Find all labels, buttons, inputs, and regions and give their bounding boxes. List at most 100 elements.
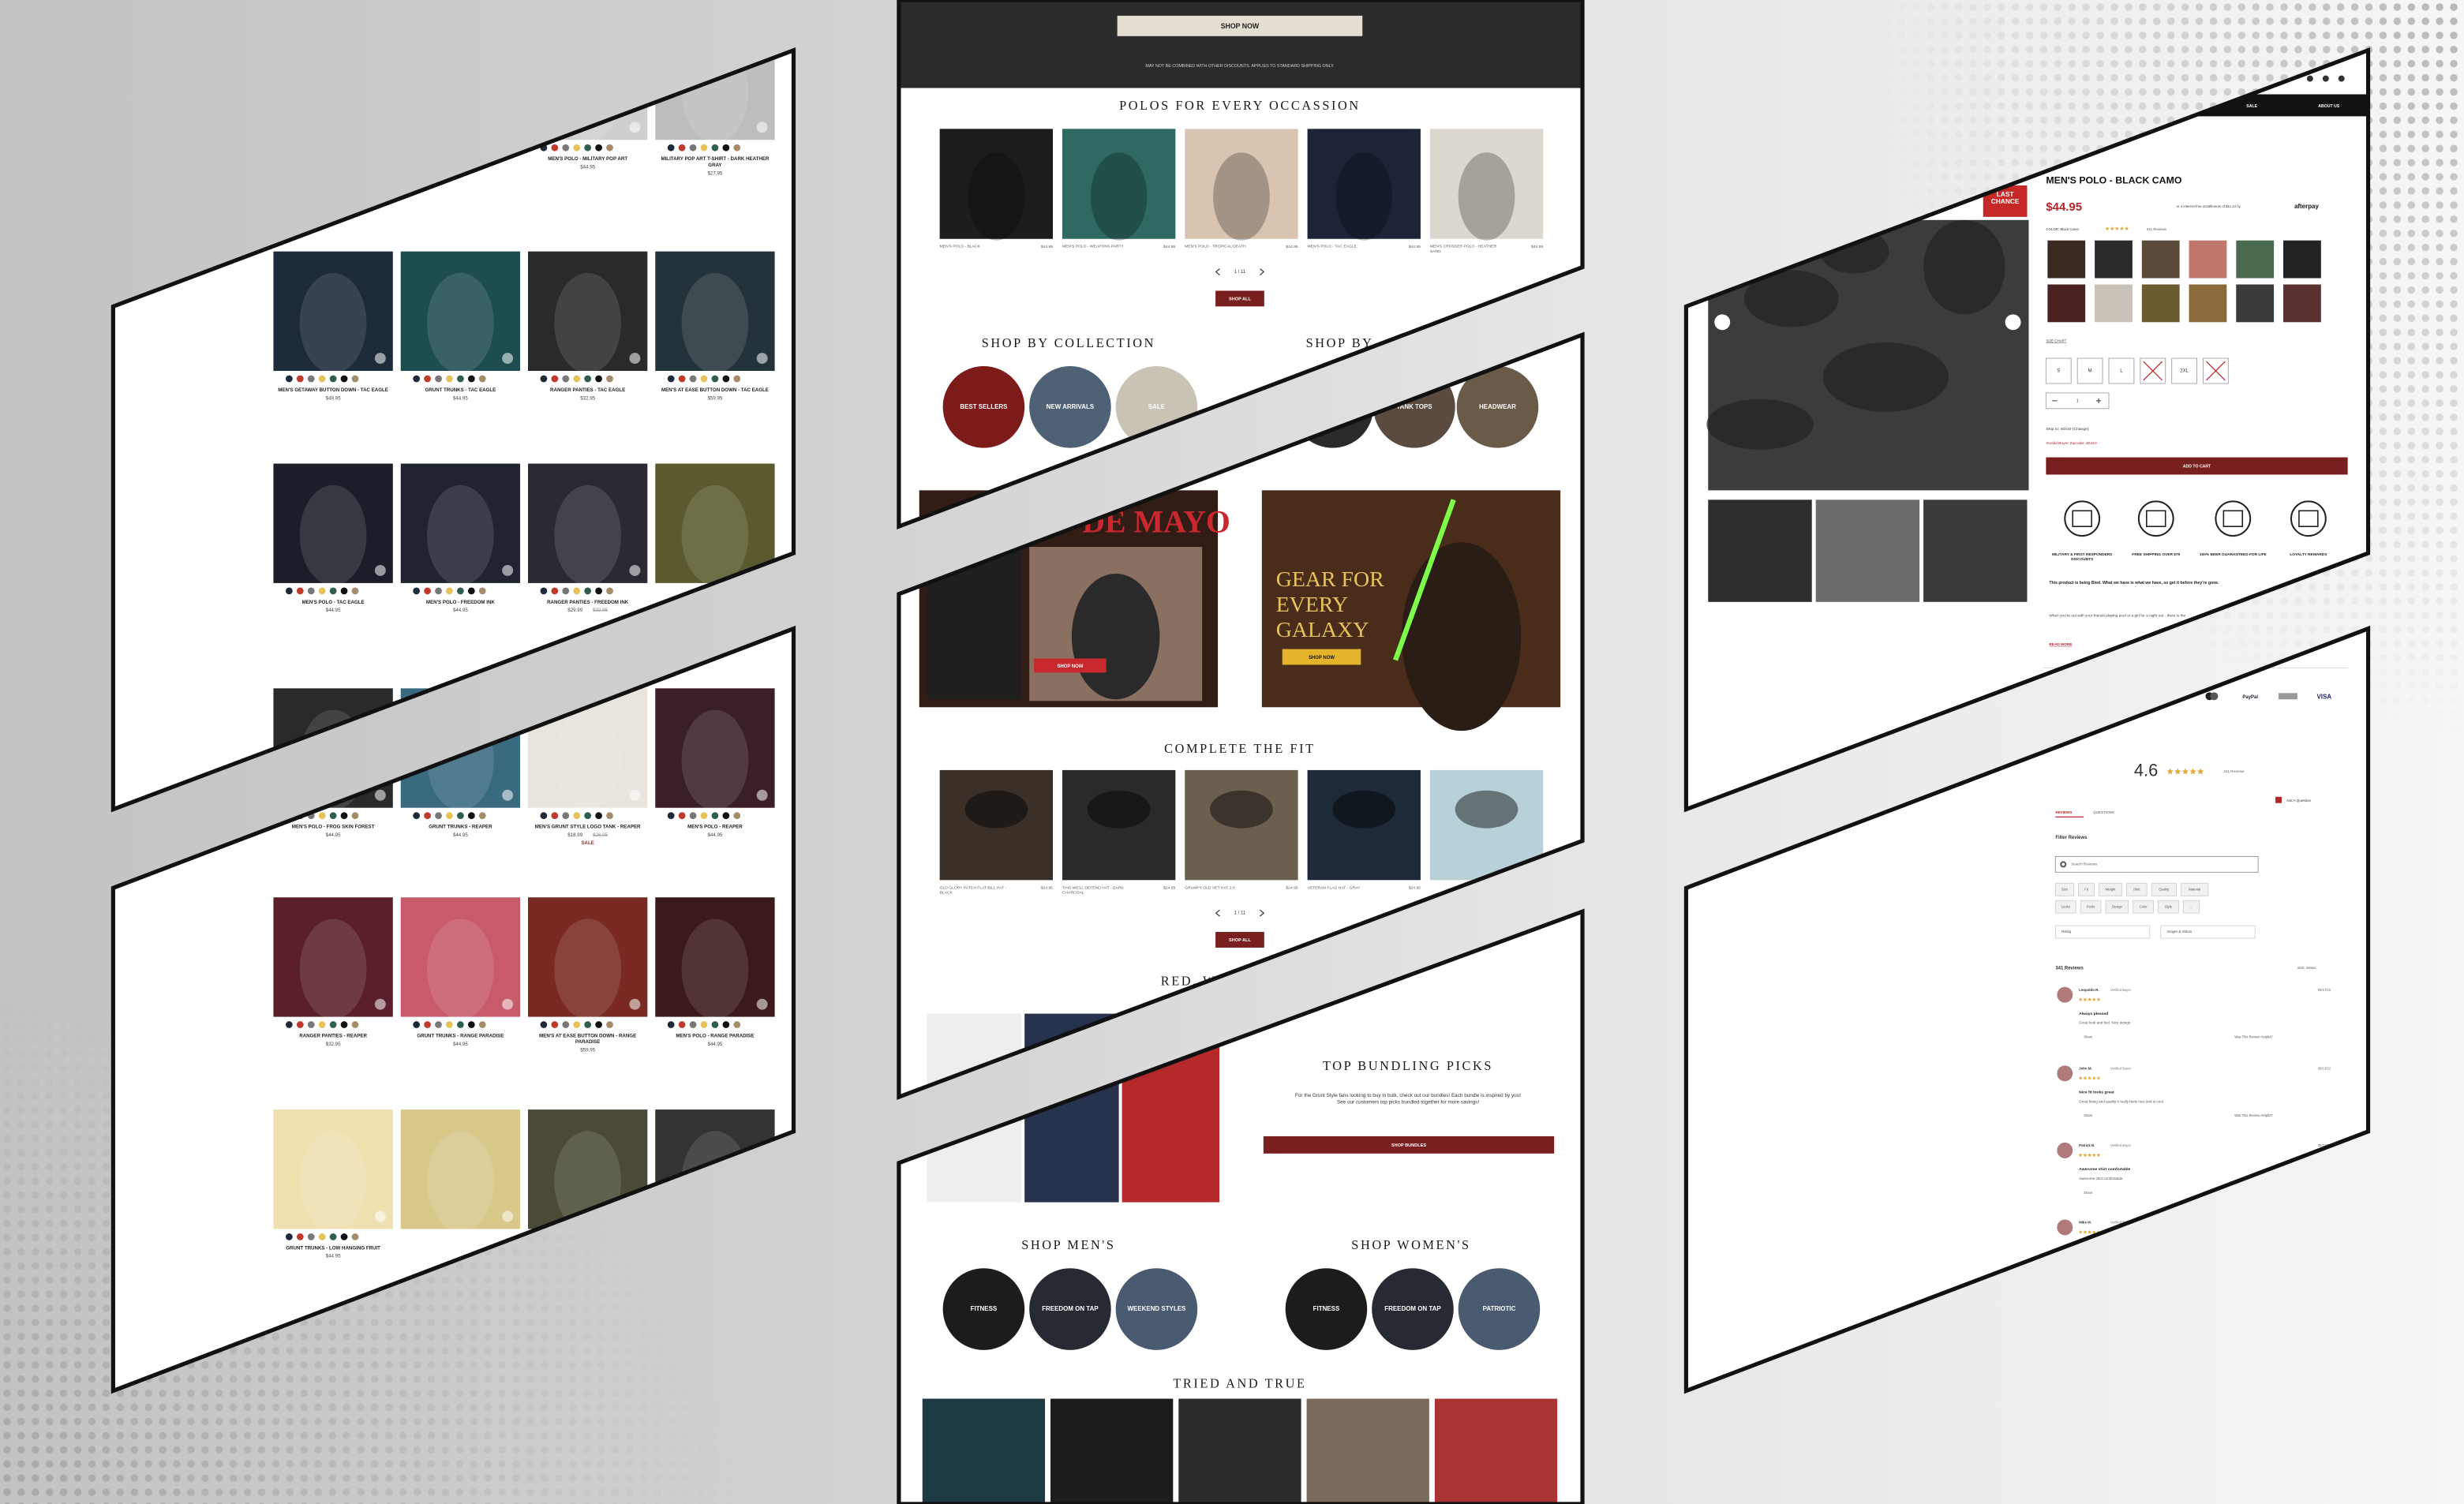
hat (1455, 790, 1518, 829)
star-icon (2197, 768, 2204, 775)
star-icon (2166, 768, 2174, 775)
label: COLOR: Black Camo (2046, 227, 2079, 231)
color-swatch (606, 812, 613, 820)
label: Share (2084, 1113, 2093, 1117)
color-swatch (700, 812, 708, 820)
chip-label: Weight (2106, 887, 2117, 891)
color-swatch (457, 375, 464, 383)
collection-label: FITNESS (971, 1305, 998, 1312)
dropdown (2160, 925, 2256, 939)
section-title: TOP BUNDLING PICKS (1323, 1058, 1493, 1073)
product-price: $29.99 (567, 608, 582, 613)
avatar (2057, 1065, 2073, 1082)
color-swatch (467, 375, 475, 383)
product-name: OLD GLORY PATCH FLAT BILL HAT -BLACK (940, 886, 1007, 896)
filter-chip (2054, 900, 2076, 914)
product-price: $44.95 (580, 165, 595, 170)
panel-outlines (110, 0, 2371, 1504)
label: Invalid Buyer Zipcode: 40410 (2046, 441, 2097, 446)
label: Was This Review Helpful? (2234, 1035, 2273, 1039)
hat (1087, 790, 1151, 829)
label: LAST CHANCE (1991, 190, 2020, 205)
hat (1210, 790, 1273, 829)
product-name: RANGER PANTIES - TAC EAGLE (550, 387, 625, 393)
image-block (927, 1013, 1022, 1203)
color-swatch (667, 144, 675, 152)
color-swatch (711, 1021, 719, 1028)
product-name: MEN'S AT EASE BUTTON DOWN - TAC EAGLE (661, 387, 769, 393)
review-date: 08/17/22 (2318, 988, 2331, 992)
color-swatch (296, 1233, 304, 1240)
label: Images & Videos (2167, 930, 2192, 933)
banner-headline: GEAR FOR EVERY GALAXY (1276, 567, 1384, 642)
collection-circle (942, 366, 1025, 448)
color-swatch (457, 587, 464, 595)
color-swatch (667, 812, 675, 820)
model (1213, 152, 1270, 241)
color-swatch (584, 812, 592, 820)
product-figure (681, 918, 749, 1020)
star-icon (2119, 226, 2125, 231)
thumbnail (1708, 499, 1812, 602)
color-swatch (678, 1021, 686, 1028)
color-swatch (689, 144, 697, 152)
collection-label: TANK TOPS (1396, 403, 1432, 410)
filter-chip (2054, 882, 2074, 896)
product-price: $44.95 (1041, 245, 1053, 249)
filter-chip (2182, 900, 2200, 914)
color-swatch (446, 812, 453, 820)
color-swatch (424, 587, 431, 595)
color-swatch (562, 587, 570, 595)
product-name: MEN'S POLO - WEAPONS PARTY (1062, 245, 1124, 249)
filter-chip (2158, 900, 2179, 914)
color-swatch (551, 1021, 559, 1028)
color-swatch (351, 375, 359, 383)
color-swatch (584, 144, 592, 152)
color-swatch (2141, 240, 2180, 279)
color-swatch (573, 587, 581, 595)
section-title: TRIED AND TRUE (1173, 1375, 1306, 1390)
review-body: Awesome shirt comfortable. (2079, 1177, 2123, 1180)
label: or 4 interest-free installments of $11.2… (2177, 204, 2241, 208)
color-swatch (329, 587, 337, 595)
model (968, 152, 1025, 241)
nav-link: ABOUT US (2318, 104, 2339, 109)
collection-label: BEST SELLERS (960, 403, 1007, 410)
product-price: $59.95 (708, 395, 723, 401)
product-image (528, 251, 648, 372)
product-name: MEN'S POLO - TAC EAGLE (1308, 245, 1357, 249)
pager-arrow (1260, 268, 1265, 275)
pager: 1 / 11 (1234, 911, 1246, 916)
label: SIZE CHART (2046, 339, 2066, 342)
product-price: $44.95 (1409, 245, 1421, 249)
color-swatch (318, 812, 326, 820)
product-price: $44.95 (326, 1254, 341, 1259)
camo-blob (1923, 219, 2005, 315)
icon (2275, 796, 2282, 803)
color-swatch (2095, 240, 2133, 279)
chip-label: Size (2061, 887, 2069, 891)
size-box (2076, 357, 2103, 384)
star-icon (2181, 768, 2189, 775)
quick-add-icon (629, 789, 641, 801)
product-price: $44.95 (453, 832, 468, 838)
chip-label: ... (2190, 904, 2193, 908)
color-swatch (722, 375, 730, 383)
product-name: MEN'S POLO - REAPER (687, 824, 743, 829)
color-swatch (711, 812, 719, 820)
color-swatch (413, 1021, 421, 1028)
color-swatch (351, 1021, 359, 1028)
color-swatch (2236, 284, 2275, 323)
product-name: GRUNT TRUNKS - TAC EAGLE (425, 387, 496, 393)
quick-add-icon (374, 353, 386, 365)
color-swatch (733, 144, 741, 152)
avatar (2057, 1142, 2073, 1158)
collection-label: PATRIOTIC (1483, 1305, 1516, 1312)
product-name: MEN'S GRUNT STYLE LOGO TANK - REAPER (535, 824, 641, 829)
color-swatch (595, 587, 602, 595)
product-price: $18.99 (567, 832, 582, 838)
product-name: GRUNT TRUNKS - REAPER (429, 824, 492, 829)
compare-price: $26.95 (593, 832, 608, 838)
perk-icon (2064, 500, 2101, 537)
